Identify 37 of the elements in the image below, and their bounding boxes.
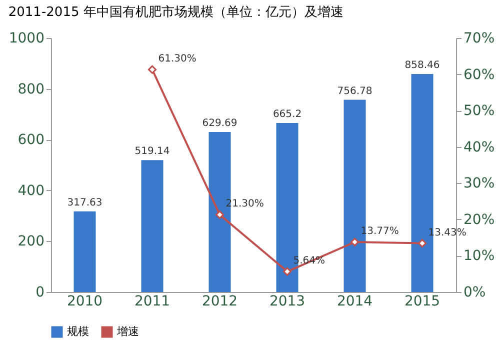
point (350, 238, 360, 246)
y-tick-label: 600 (18, 132, 44, 148)
bar (141, 160, 164, 292)
x-tick-label: 2013 (269, 294, 306, 310)
y2-tick-label: 10% (464, 248, 495, 264)
point (418, 238, 427, 248)
chart-title: 2011-2015 年中国有机肥市场规模（单位：亿元）及增速 (8, 5, 344, 20)
y-tick-label: 400 (18, 182, 44, 199)
x-tick-label: 2011 (134, 294, 170, 310)
y-tick-label: 200 (18, 234, 44, 250)
data-label: 629.69 (202, 118, 238, 130)
x-tick-label: 2012 (202, 294, 238, 310)
bar (74, 211, 96, 292)
x-tick-label: 2014 (336, 294, 373, 310)
y2-tick-label: 50% (464, 103, 495, 120)
y-tick-label: 800 (18, 81, 44, 98)
legend-label: 规模 (67, 325, 89, 338)
data-label: 61.30% (158, 54, 196, 65)
point (282, 267, 292, 276)
data-label: 858.46 (404, 60, 440, 71)
point (148, 65, 157, 74)
data-label: 317.63 (67, 197, 102, 208)
x-tick-label: 2015 (404, 294, 440, 310)
data-label: 665.2 (272, 109, 302, 120)
y2-tick-label: 70% (464, 30, 495, 46)
data-label: 519.14 (134, 146, 170, 158)
legend-label: 增速 (116, 325, 139, 338)
data-label: 756.78 (337, 86, 372, 97)
y2-tick-label: 20% (464, 212, 495, 228)
y-tick-label: 0 (36, 284, 44, 300)
y2-tick-label: 30% (464, 176, 495, 192)
y2-tick-label: 60% (464, 66, 495, 83)
point (215, 210, 224, 219)
y2-tick-label: 0% (464, 284, 486, 300)
x-tick-label: 2010 (66, 294, 103, 310)
y-tick-label: 1000 (8, 30, 44, 46)
y2-tick-label: 40% (464, 139, 495, 156)
